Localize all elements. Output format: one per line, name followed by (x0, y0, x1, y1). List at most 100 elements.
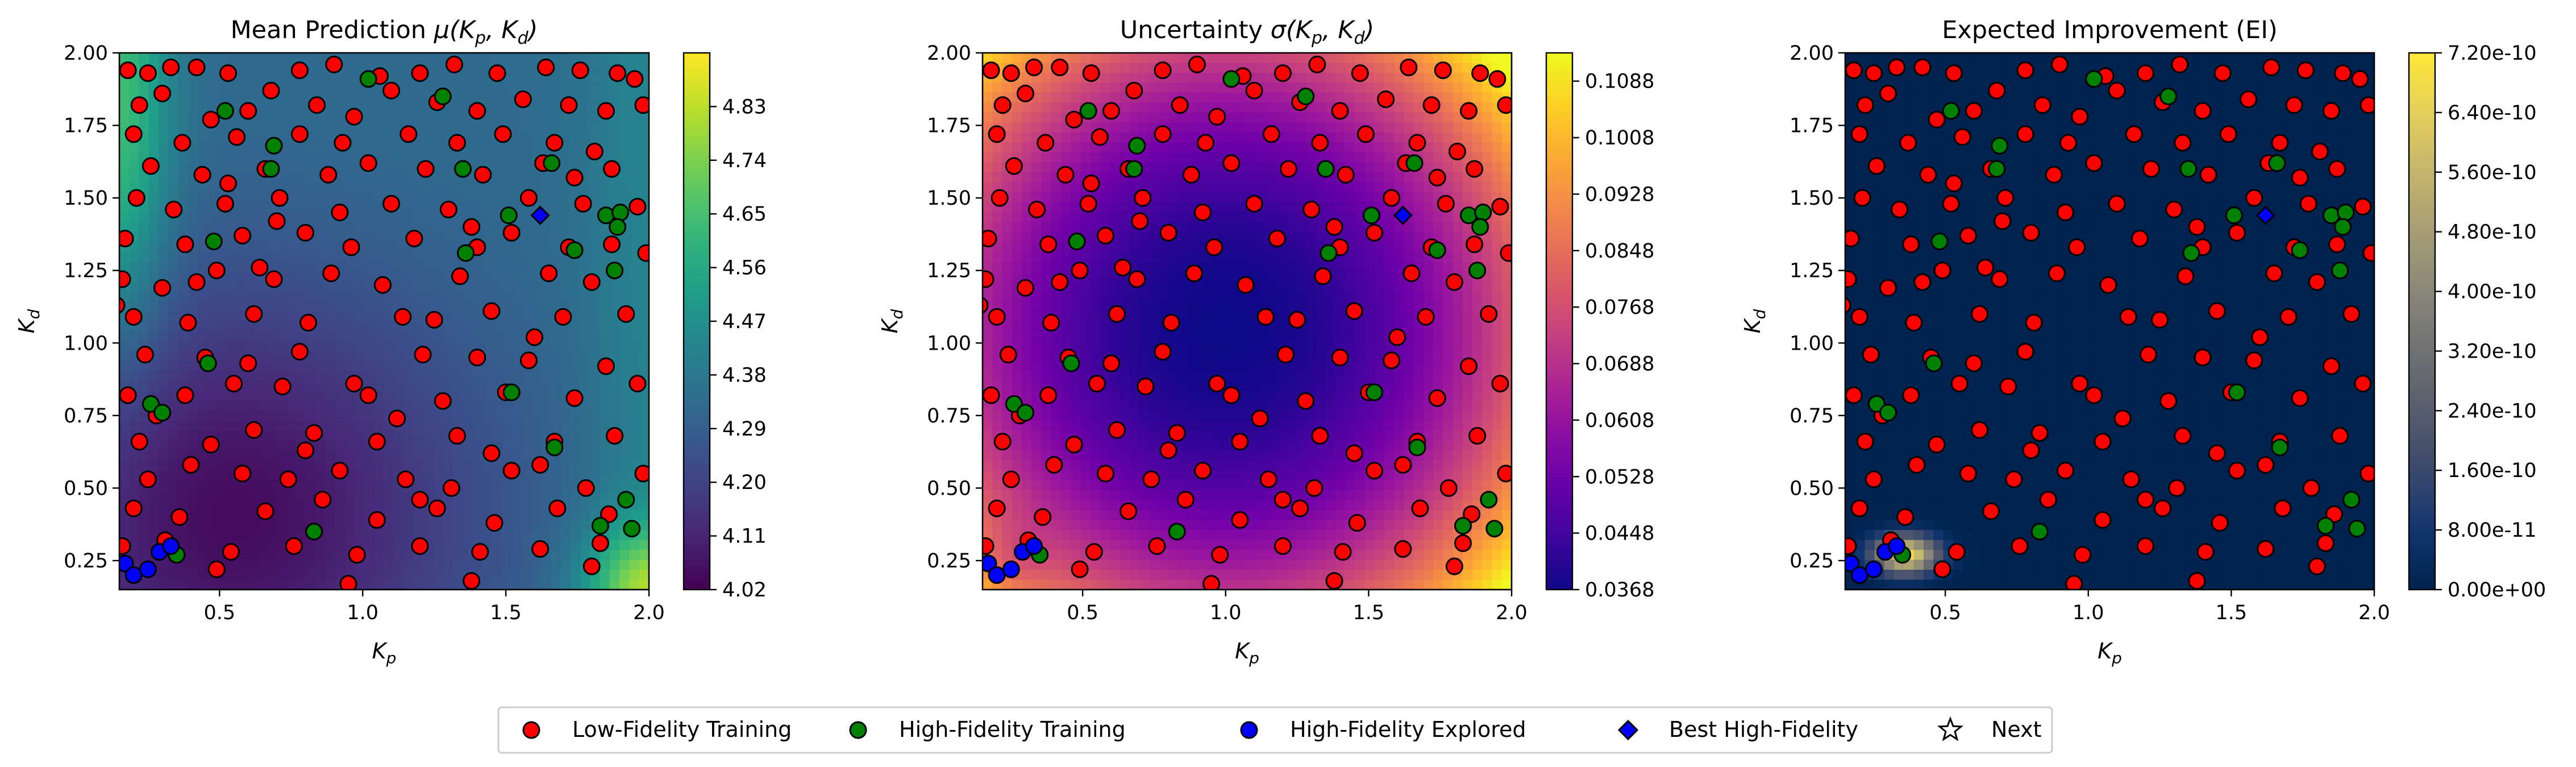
heatmap-cell (355, 202, 365, 213)
heatmap-cell (1120, 53, 1130, 64)
heatmap-cell (266, 152, 277, 163)
heatmap-cell (423, 262, 434, 272)
heatmap-cell (492, 212, 502, 222)
heatmap-cell (276, 262, 287, 272)
heatmap-cell (1100, 92, 1110, 103)
heatmap-cell (1041, 262, 1052, 272)
heatmap-cell (413, 202, 424, 213)
heatmap-cell (1139, 570, 1150, 581)
heatmap-cell (355, 360, 365, 372)
heatmap-cell (276, 460, 287, 471)
heatmap-cell (247, 570, 257, 581)
heatmap-cell (1296, 360, 1306, 372)
heatmap-cell (1060, 291, 1071, 302)
heatmap-cell (1198, 102, 1209, 113)
heatmap-cell (119, 53, 130, 64)
heatmap-cell (629, 411, 640, 421)
heatmap-cell (423, 152, 434, 163)
heatmap-cell (1296, 470, 1306, 481)
heatmap-cell (139, 182, 149, 193)
heatmap-cell (1296, 351, 1306, 362)
heatmap-cell (629, 251, 640, 262)
heatmap-cell (168, 152, 179, 163)
heatmap-cell (305, 172, 316, 183)
heatmap-cell (119, 440, 130, 451)
heatmap-cell (256, 231, 267, 242)
heatmap-cell (335, 182, 346, 193)
heatmap-cell (159, 142, 169, 153)
heatmap-cell (521, 112, 532, 123)
heatmap-cell (983, 162, 993, 173)
heatmap-cell (1060, 460, 1071, 471)
heatmap-cell (1305, 271, 1316, 282)
heatmap-cell (374, 380, 385, 392)
heatmap-cell (168, 102, 179, 113)
heatmap-cell (1305, 540, 1316, 550)
heatmap-cell (443, 520, 453, 530)
heatmap-cell (433, 262, 444, 272)
heatmap-cell (551, 202, 561, 213)
heatmap-cell (139, 172, 149, 183)
heatmap-cell (1002, 53, 1013, 64)
heatmap-cell (1129, 550, 1140, 561)
heatmap-cell (1305, 579, 1316, 590)
heatmap-cell (217, 212, 228, 222)
heatmap-cell (188, 102, 198, 113)
heatmap-cell (1256, 380, 1267, 392)
heatmap-cell (256, 550, 267, 561)
heatmap-cell (511, 63, 522, 73)
heatmap-cell (511, 559, 522, 570)
heatmap-cell (1237, 351, 1248, 362)
heatmap-cell (992, 53, 1003, 64)
heatmap-cell (1256, 450, 1267, 461)
heatmap-cell (1286, 520, 1297, 530)
heatmap-cell (384, 470, 395, 481)
heatmap-cell (1305, 450, 1316, 461)
heatmap-cell (344, 430, 356, 441)
heatmap-cell (600, 331, 610, 342)
heatmap-cell (1188, 530, 1199, 541)
heatmap-cell (188, 192, 198, 203)
heatmap-cell (531, 92, 542, 103)
heatmap-cell (992, 152, 1003, 163)
heatmap-cell (237, 500, 248, 511)
heatmap-cell (521, 242, 532, 252)
heatmap-cell (472, 480, 483, 491)
heatmap-cell (344, 341, 356, 352)
heatmap-cell (1188, 450, 1199, 461)
heatmap-cell (374, 112, 385, 123)
heatmap-cell (394, 142, 405, 153)
heatmap-cell (502, 360, 513, 372)
heatmap-cell (502, 400, 513, 412)
heatmap-cell (1178, 182, 1189, 193)
heatmap-cell (1129, 530, 1140, 541)
heatmap-cell (198, 132, 209, 143)
heatmap-cell (570, 82, 581, 93)
heatmap-cell (1071, 281, 1081, 292)
heatmap-cell (296, 152, 306, 163)
heatmap-cell (482, 430, 493, 441)
heatmap-cell (463, 540, 473, 550)
colorbar-tick-label: 4.47 (722, 310, 767, 333)
heatmap-cell (619, 281, 630, 292)
heatmap-cell (570, 142, 581, 153)
heatmap-cell (502, 530, 513, 541)
heatmap-cell (129, 400, 140, 412)
heatmap-cell (237, 400, 248, 412)
heatmap-cell (1129, 112, 1140, 123)
heatmap-cell (325, 341, 336, 352)
heatmap-cell (207, 411, 218, 421)
heatmap-cell (1217, 281, 1228, 292)
heatmap-cell (384, 440, 395, 451)
low-point (442, 479, 460, 497)
heatmap-cell (443, 281, 453, 292)
low-point (119, 537, 131, 555)
heatmap-cell (983, 411, 993, 421)
heatmap-cell (609, 192, 621, 203)
heatmap-cell (1100, 510, 1110, 521)
heatmap-cell (129, 112, 140, 123)
heatmap-cell (1159, 460, 1170, 471)
heatmap-cell (256, 242, 267, 252)
heatmap-cell (384, 102, 395, 113)
heatmap-cell (384, 550, 395, 561)
